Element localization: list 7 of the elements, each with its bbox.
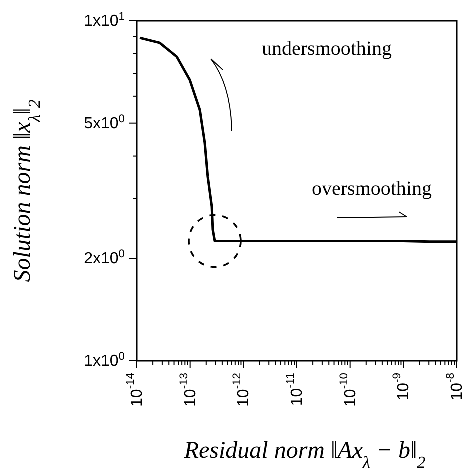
annotation: undersmoothing (262, 38, 392, 60)
y-tick-label: 1x10$^{0}$ (84, 351, 125, 370)
y-tick-label: 2x10$^{0}$ (84, 248, 125, 268)
y-tick-label: 1x10$^{1}$ (84, 11, 125, 30)
y-tick-label: 5x10$^{0}$ (84, 113, 125, 132)
annotation: oversmoothing (312, 178, 432, 200)
x-axis-title: Residual norm ‖Ax$_{λ}$ − b‖$_{2}$ (183, 438, 426, 472)
